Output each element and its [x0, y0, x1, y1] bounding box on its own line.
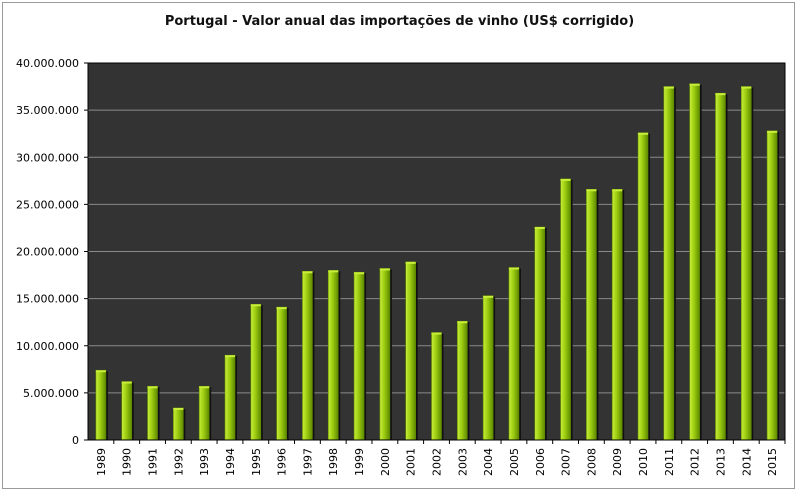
- bar-2014: [740, 86, 752, 441]
- bars: [95, 83, 780, 441]
- bar-2007: [560, 178, 571, 441]
- bar-2006: [534, 226, 546, 441]
- bar-top-highlight: [508, 267, 519, 270]
- x-tick-label: 1992: [172, 448, 185, 476]
- x-tick-label: 2003: [456, 448, 469, 476]
- x-tick-label: 2014: [740, 448, 753, 476]
- x-tick-label: 2009: [611, 448, 624, 476]
- bar-top-highlight: [379, 268, 390, 271]
- bar-2002: [431, 332, 442, 441]
- x-tick-label: 1997: [301, 448, 314, 476]
- bar-top-highlight: [612, 189, 623, 192]
- x-tick-label: 1996: [276, 448, 289, 476]
- bar-2015: [766, 130, 778, 441]
- y-tick-label: 10.000.000: [16, 340, 79, 353]
- x-tick-label: 1991: [147, 448, 160, 476]
- axes: [84, 62, 786, 444]
- bar-top-highlight: [483, 295, 494, 298]
- bar-top-highlight: [276, 307, 287, 310]
- x-tick-label: 2002: [431, 448, 444, 476]
- bar-top-highlight: [586, 189, 597, 192]
- bar-top-highlight: [431, 332, 442, 335]
- bar-2003: [457, 320, 468, 441]
- x-tick-label: 2000: [379, 448, 392, 476]
- bar-1999: [353, 271, 365, 441]
- x-tick-label: 1994: [224, 448, 237, 476]
- x-tick-label: 2008: [585, 448, 598, 476]
- x-tick-label: 2011: [663, 448, 676, 476]
- x-tick-label: 2001: [405, 448, 418, 476]
- bar-2008: [586, 188, 597, 441]
- bar-1994: [224, 354, 236, 441]
- bar-top-highlight: [689, 83, 700, 86]
- bar-top-highlight: [767, 130, 778, 133]
- bar-top-highlight: [457, 321, 468, 324]
- y-tick-label: 40.000.000: [16, 57, 79, 70]
- bar-top-highlight: [715, 93, 726, 96]
- bar-top-highlight: [560, 178, 571, 181]
- y-tick-labels: 0 5.000.000 10.000.000 15.000.000 20.000.000…: [16, 57, 79, 447]
- bar-2010: [637, 132, 649, 441]
- x-tick-label: 1999: [353, 448, 366, 476]
- x-tick-labels: 1989 1990 1991 1992 1993 1994 1995 1996 1997 1998…: [95, 448, 779, 476]
- x-tick-label: 1998: [327, 448, 340, 476]
- y-tick-label: 30.000.000: [16, 151, 79, 164]
- y-tick-label: 5.000.000: [23, 387, 79, 400]
- bar-top-highlight: [638, 132, 649, 135]
- x-tick-label: 1990: [121, 448, 134, 476]
- bar-2011: [663, 86, 675, 441]
- bar-top-highlight: [302, 271, 313, 274]
- x-tick-label: 1989: [95, 448, 108, 476]
- x-tick-label: 2005: [508, 448, 521, 476]
- bar-top-highlight: [534, 226, 545, 229]
- x-tick-label: 2007: [560, 448, 573, 476]
- bar-2005: [508, 267, 520, 441]
- bar-1990: [121, 381, 133, 441]
- x-tick-label: 2013: [714, 448, 727, 476]
- bar-top-highlight: [121, 381, 132, 384]
- bar-2001: [405, 261, 416, 441]
- bar-top-highlight: [147, 386, 158, 389]
- x-tick-label: 2004: [482, 448, 495, 476]
- bar-1991: [147, 385, 158, 441]
- y-tick-label: 0: [72, 434, 79, 447]
- bar-top-highlight: [663, 86, 674, 89]
- bar-top-highlight: [354, 272, 365, 275]
- bar-top-highlight: [224, 355, 235, 358]
- bar-1996: [276, 306, 287, 441]
- bar-top-highlight: [199, 386, 210, 389]
- bar-2004: [482, 295, 494, 441]
- bar-1989: [95, 369, 107, 441]
- chart-title: Portugal - Valor anual das importações d…: [164, 14, 635, 29]
- bar-top-highlight: [405, 261, 416, 264]
- x-tick-label: 1993: [198, 448, 211, 476]
- bar-1995: [250, 303, 262, 441]
- y-tick-label: 20.000.000: [16, 246, 79, 259]
- bar-2009: [611, 188, 623, 441]
- x-tick-label: 1995: [250, 448, 263, 476]
- bar-2013: [715, 92, 726, 441]
- bar-2012: [689, 83, 700, 441]
- bar-1997: [302, 270, 313, 441]
- bar-1992: [173, 407, 184, 441]
- bar-2000: [379, 268, 391, 441]
- x-tick-label: 2006: [534, 448, 547, 476]
- x-tick-label: 2012: [689, 448, 702, 476]
- x-tick-label: 2015: [766, 448, 779, 476]
- bar-1998: [327, 270, 339, 441]
- y-tick-label: 35.000.000: [16, 104, 79, 117]
- bar-1993: [198, 385, 210, 441]
- bar-top-highlight: [250, 304, 261, 307]
- y-tick-label: 15.000.000: [16, 293, 79, 306]
- bar-top-highlight: [328, 270, 339, 273]
- plot-border: [87, 62, 786, 441]
- bar-top-highlight: [95, 370, 106, 373]
- x-tick-label: 2010: [637, 448, 650, 476]
- bar-top-highlight: [741, 86, 752, 89]
- y-tick-label: 25.000.000: [16, 198, 79, 211]
- bar-top-highlight: [173, 407, 184, 410]
